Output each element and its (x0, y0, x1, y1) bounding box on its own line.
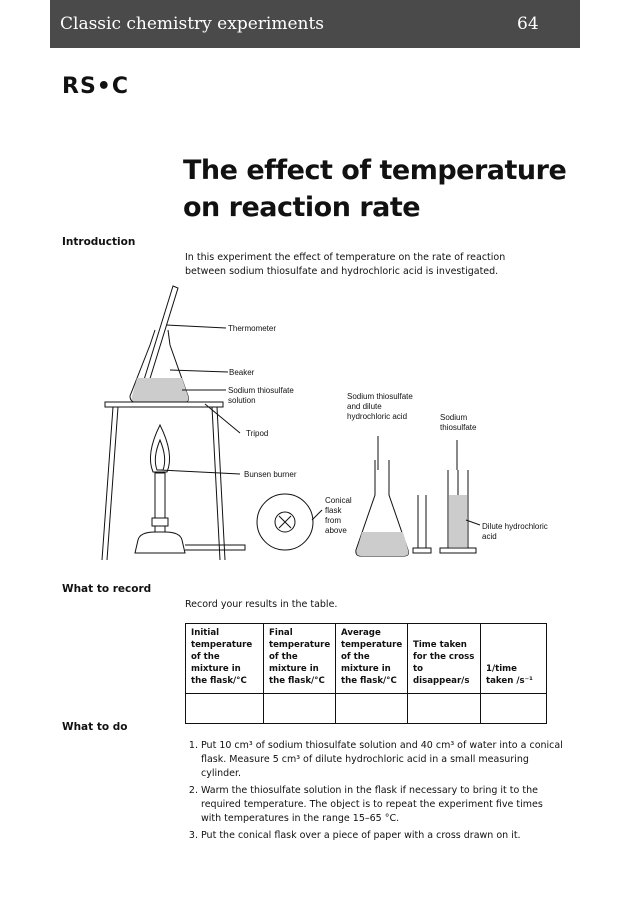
diagram-label: Tripod (246, 429, 269, 438)
table-cell (480, 693, 547, 724)
section-heading: What to record (62, 583, 152, 595)
table-header-row: Initial temperature of the mixture in th… (185, 623, 547, 694)
table-header: Initial temperature of the mixture in th… (185, 623, 264, 694)
diagram-label: Thermometer (228, 324, 277, 333)
step: Put the conical flask over a piece of pa… (201, 829, 563, 843)
table-row (185, 693, 547, 724)
page-title: on reaction rate (183, 192, 421, 223)
header-title: Classic chemistry experiments (60, 14, 325, 34)
page-title: The effect of temperature (183, 155, 567, 186)
table-header: 1/time taken /s⁻¹ (480, 623, 547, 694)
section-heading: What to do (62, 721, 128, 733)
diagram-label: Sodium thiosulfate solution (228, 386, 294, 405)
table-cell (185, 693, 264, 724)
diagram-label: Conical flask from above (325, 496, 352, 535)
results-table: Initial temperature of the mixture in th… (185, 623, 547, 724)
diagram-label: Bunsen burner (244, 470, 297, 479)
diagram-label: Beaker (229, 368, 255, 377)
table-header: Average temperature of the mixture in th… (335, 623, 408, 694)
diagram-label: Sodium thiosulfate and dilute hydrochlor… (347, 392, 413, 421)
header-bar (50, 0, 580, 48)
table-cell (335, 693, 408, 724)
paragraph: In this experiment the effect of tempera… (185, 252, 506, 277)
paragraph: Record your results in the table. (185, 599, 338, 610)
steps-list: Put 10 cm³ of sodium thiosulfate solutio… (185, 739, 563, 846)
table-cell (407, 693, 481, 724)
table-header: Final temperature of the mixture in the … (263, 623, 336, 694)
step: Put 10 cm³ of sodium thiosulfate solutio… (201, 739, 563, 781)
logo: RS•C (62, 74, 129, 99)
diagram-label: Sodium thiosulfate (440, 413, 477, 432)
page-number: 64 (517, 14, 539, 34)
diagram-label: Dilute hydrochloric acid (482, 522, 548, 541)
table-cell (263, 693, 336, 724)
section-heading: Introduction (62, 236, 136, 248)
table-header: Time taken for the cross to disappear/s (407, 623, 481, 694)
step: Warm the thiosulfate solution in the fla… (201, 784, 563, 826)
